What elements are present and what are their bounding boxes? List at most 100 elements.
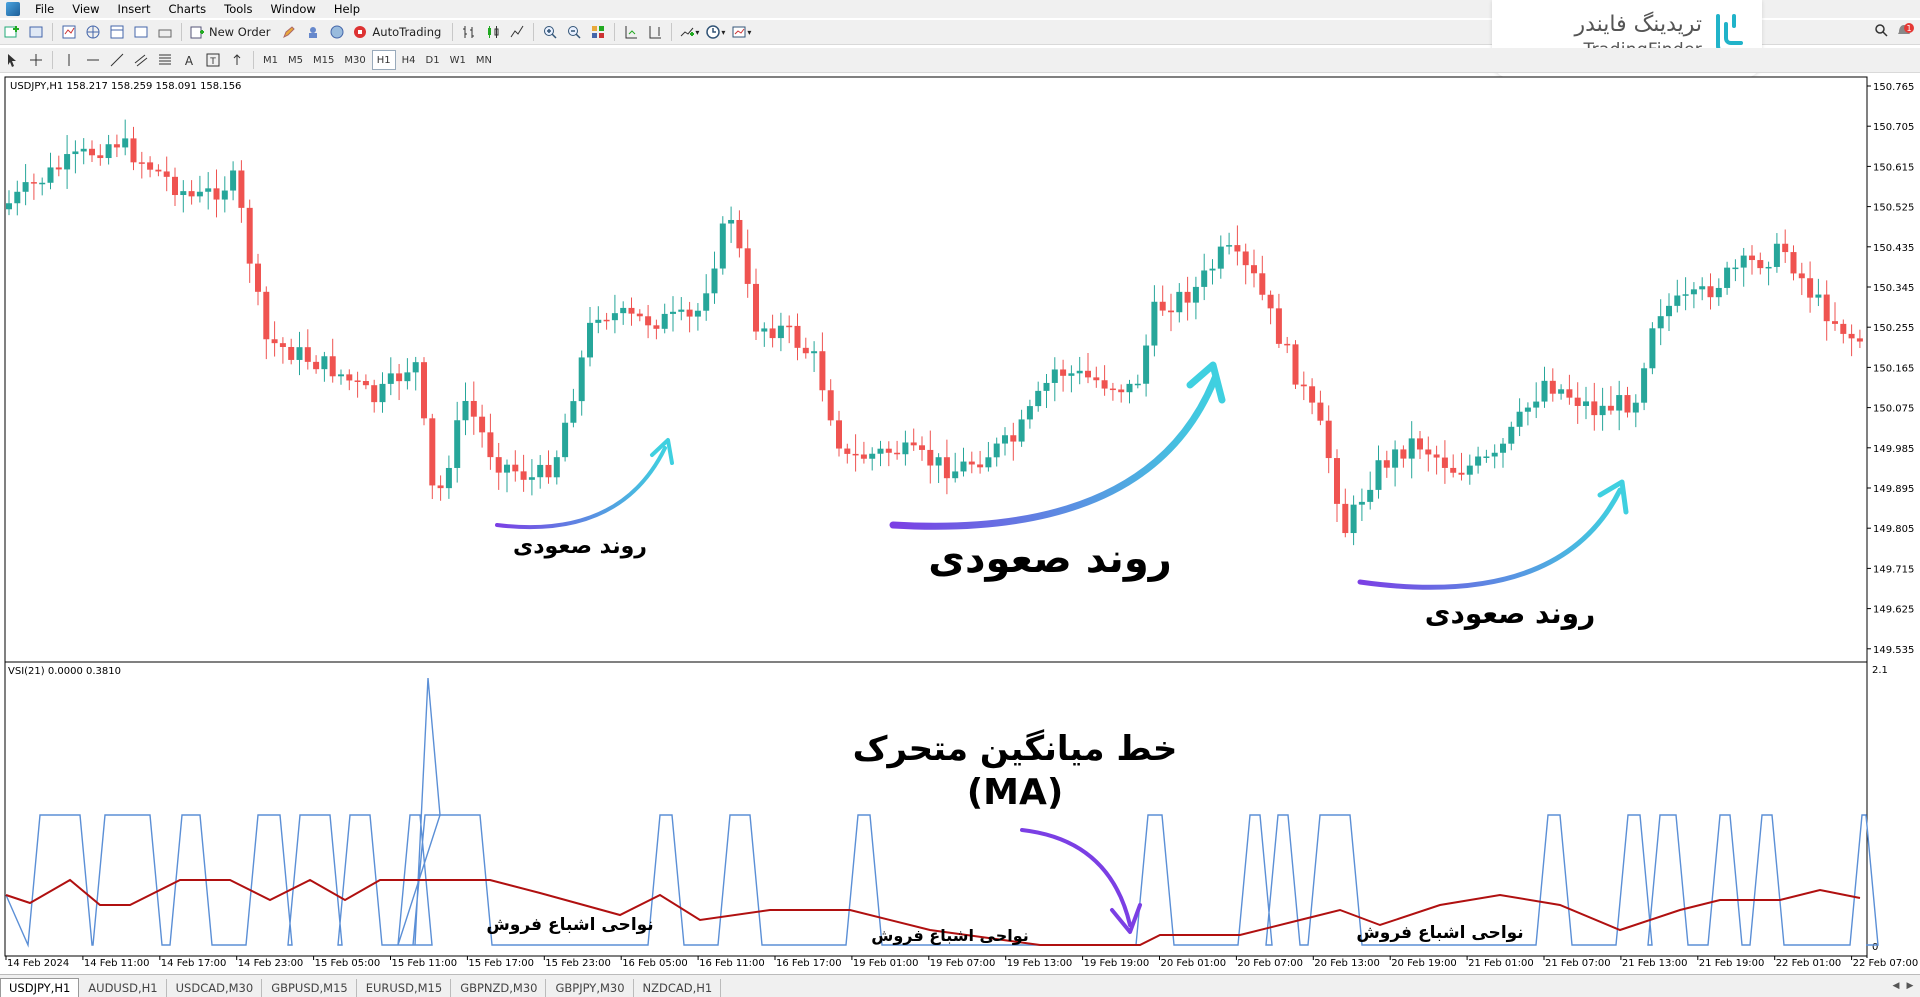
candle-body (1126, 383, 1133, 393)
time-label: 14 Feb 23:00 (238, 958, 304, 969)
menu-window[interactable]: Window (270, 2, 316, 16)
profiles-button[interactable] (26, 22, 46, 42)
timeframe-m15[interactable]: M15 (313, 54, 335, 66)
indicators-button[interactable]: ▾ (678, 22, 700, 42)
price-label: 150.525 (1873, 203, 1914, 214)
expert-icon-button[interactable] (303, 22, 323, 42)
arrows-icon[interactable] (227, 50, 247, 70)
equidistant-channel-icon[interactable] (131, 50, 151, 70)
candle-body (553, 457, 560, 478)
timeframe-w1[interactable]: W1 (449, 54, 466, 66)
indicator-window[interactable] (4, 661, 1868, 957)
timeframe-d1[interactable]: D1 (425, 54, 440, 66)
zoom-out-icon[interactable] (564, 22, 584, 42)
candle-body (1176, 291, 1183, 313)
ma-line (5, 878, 1861, 946)
oversold-label-3: نواحی اشباع فروش (1356, 923, 1523, 943)
new-order-button[interactable]: New Order (188, 22, 275, 42)
tab-eurusd-m15[interactable]: EURUSD,M15 (358, 979, 452, 997)
candle-body (1317, 402, 1324, 421)
bar-chart-button[interactable] (459, 22, 479, 42)
data-window-button[interactable] (107, 22, 127, 42)
tab-audusd-h1[interactable]: AUDUSD,H1 (80, 979, 167, 997)
tab-gbpjpy-m30[interactable]: GBPJPY,M30 (547, 979, 634, 997)
tab-scroll-right-icon[interactable]: ▶ (1906, 979, 1914, 990)
periods-button[interactable]: ▾ (704, 22, 726, 42)
candle-body (1358, 501, 1365, 505)
candlestick-button[interactable] (483, 22, 503, 42)
notifications-icon[interactable]: 1 (1896, 22, 1914, 38)
navigator-button[interactable] (83, 22, 103, 42)
templates-button[interactable]: ▾ (730, 22, 752, 42)
crosshair-icon[interactable] (26, 50, 46, 70)
candle-body (230, 170, 237, 191)
timeframe-h1[interactable]: H1 (371, 50, 396, 70)
search-icon[interactable] (1874, 23, 1888, 37)
candle-body (977, 464, 984, 468)
timeframe-h4[interactable]: H4 (401, 54, 416, 66)
candle-body (1060, 369, 1067, 376)
candle-body (454, 420, 461, 468)
menu-insert[interactable]: Insert (117, 2, 151, 16)
price-label: 150.435 (1873, 243, 1914, 254)
menu-help[interactable]: Help (333, 2, 361, 16)
line-chart-button[interactable] (507, 22, 527, 42)
time-label: 16 Feb 11:00 (699, 958, 765, 969)
terminal-button[interactable] (131, 22, 151, 42)
timeframe-m30[interactable]: M30 (344, 54, 366, 66)
chart-shift-button[interactable] (645, 22, 665, 42)
indicator-info: VSI(21) 0.0000 0.3810 (8, 666, 121, 677)
menu-file[interactable]: File (35, 2, 55, 16)
price-chart-window[interactable] (4, 76, 1868, 663)
price-label: 150.615 (1873, 162, 1914, 173)
candle-body (39, 182, 46, 185)
candle-body (1450, 467, 1457, 473)
timeframe-m1[interactable]: M1 (263, 54, 278, 66)
horizontal-line-icon[interactable] (83, 50, 103, 70)
tab-gbpusd-m15[interactable]: GBPUSD,M15 (263, 979, 357, 997)
strategy-tester-button[interactable] (155, 22, 175, 42)
signals-button[interactable] (327, 22, 347, 42)
candle-body (1715, 287, 1722, 298)
fibonacci-icon[interactable] (155, 50, 175, 70)
candle-body (1790, 252, 1797, 274)
toolbar-separator (52, 51, 53, 69)
market-watch-button[interactable] (59, 22, 79, 42)
candle-body (620, 307, 627, 314)
candle-body (1674, 295, 1681, 306)
candle-body (1151, 301, 1158, 346)
candle-body (670, 311, 676, 314)
timeframe-mn[interactable]: MN (475, 54, 492, 66)
candle-body (22, 182, 29, 192)
app-icon (6, 2, 20, 16)
menu-charts[interactable]: Charts (168, 2, 207, 16)
candle-body (1342, 503, 1349, 534)
tab-scroll-left-icon[interactable]: ◀ (1892, 979, 1900, 990)
candle-body (1516, 411, 1523, 427)
candle-body (1798, 273, 1805, 279)
tab-nzdcad-h1[interactable]: NZDCAD,H1 (635, 979, 722, 997)
menu-tools[interactable]: Tools (224, 2, 253, 16)
auto-scroll-button[interactable] (621, 22, 641, 42)
cursor-icon[interactable] (2, 50, 22, 70)
trendline-icon[interactable] (107, 50, 127, 70)
timeframe-m5[interactable]: M5 (288, 54, 303, 66)
tab-gbpnzd-m30[interactable]: GBPNZD,M30 (452, 979, 547, 997)
candle-body (1334, 458, 1340, 504)
tile-windows-button[interactable] (588, 22, 608, 42)
tab-usdjpy-h1[interactable]: USDJPY,H1 (0, 978, 80, 997)
text-label-icon[interactable]: T (203, 50, 223, 70)
metaeditor-button[interactable] (279, 22, 299, 42)
tab-usdcad-m30[interactable]: USDCAD,M30 (168, 979, 263, 997)
candle-body (1533, 401, 1540, 408)
candle-body (844, 448, 851, 454)
candle-body (595, 319, 602, 323)
candle-body (1076, 370, 1083, 374)
autotrading-button[interactable]: AutoTrading (351, 22, 446, 42)
zoom-in-icon[interactable] (540, 22, 560, 42)
text-icon[interactable]: A (179, 50, 199, 70)
menu-view[interactable]: View (72, 2, 100, 16)
vertical-line-icon[interactable] (59, 50, 79, 70)
new-chart-button[interactable] (2, 22, 22, 42)
